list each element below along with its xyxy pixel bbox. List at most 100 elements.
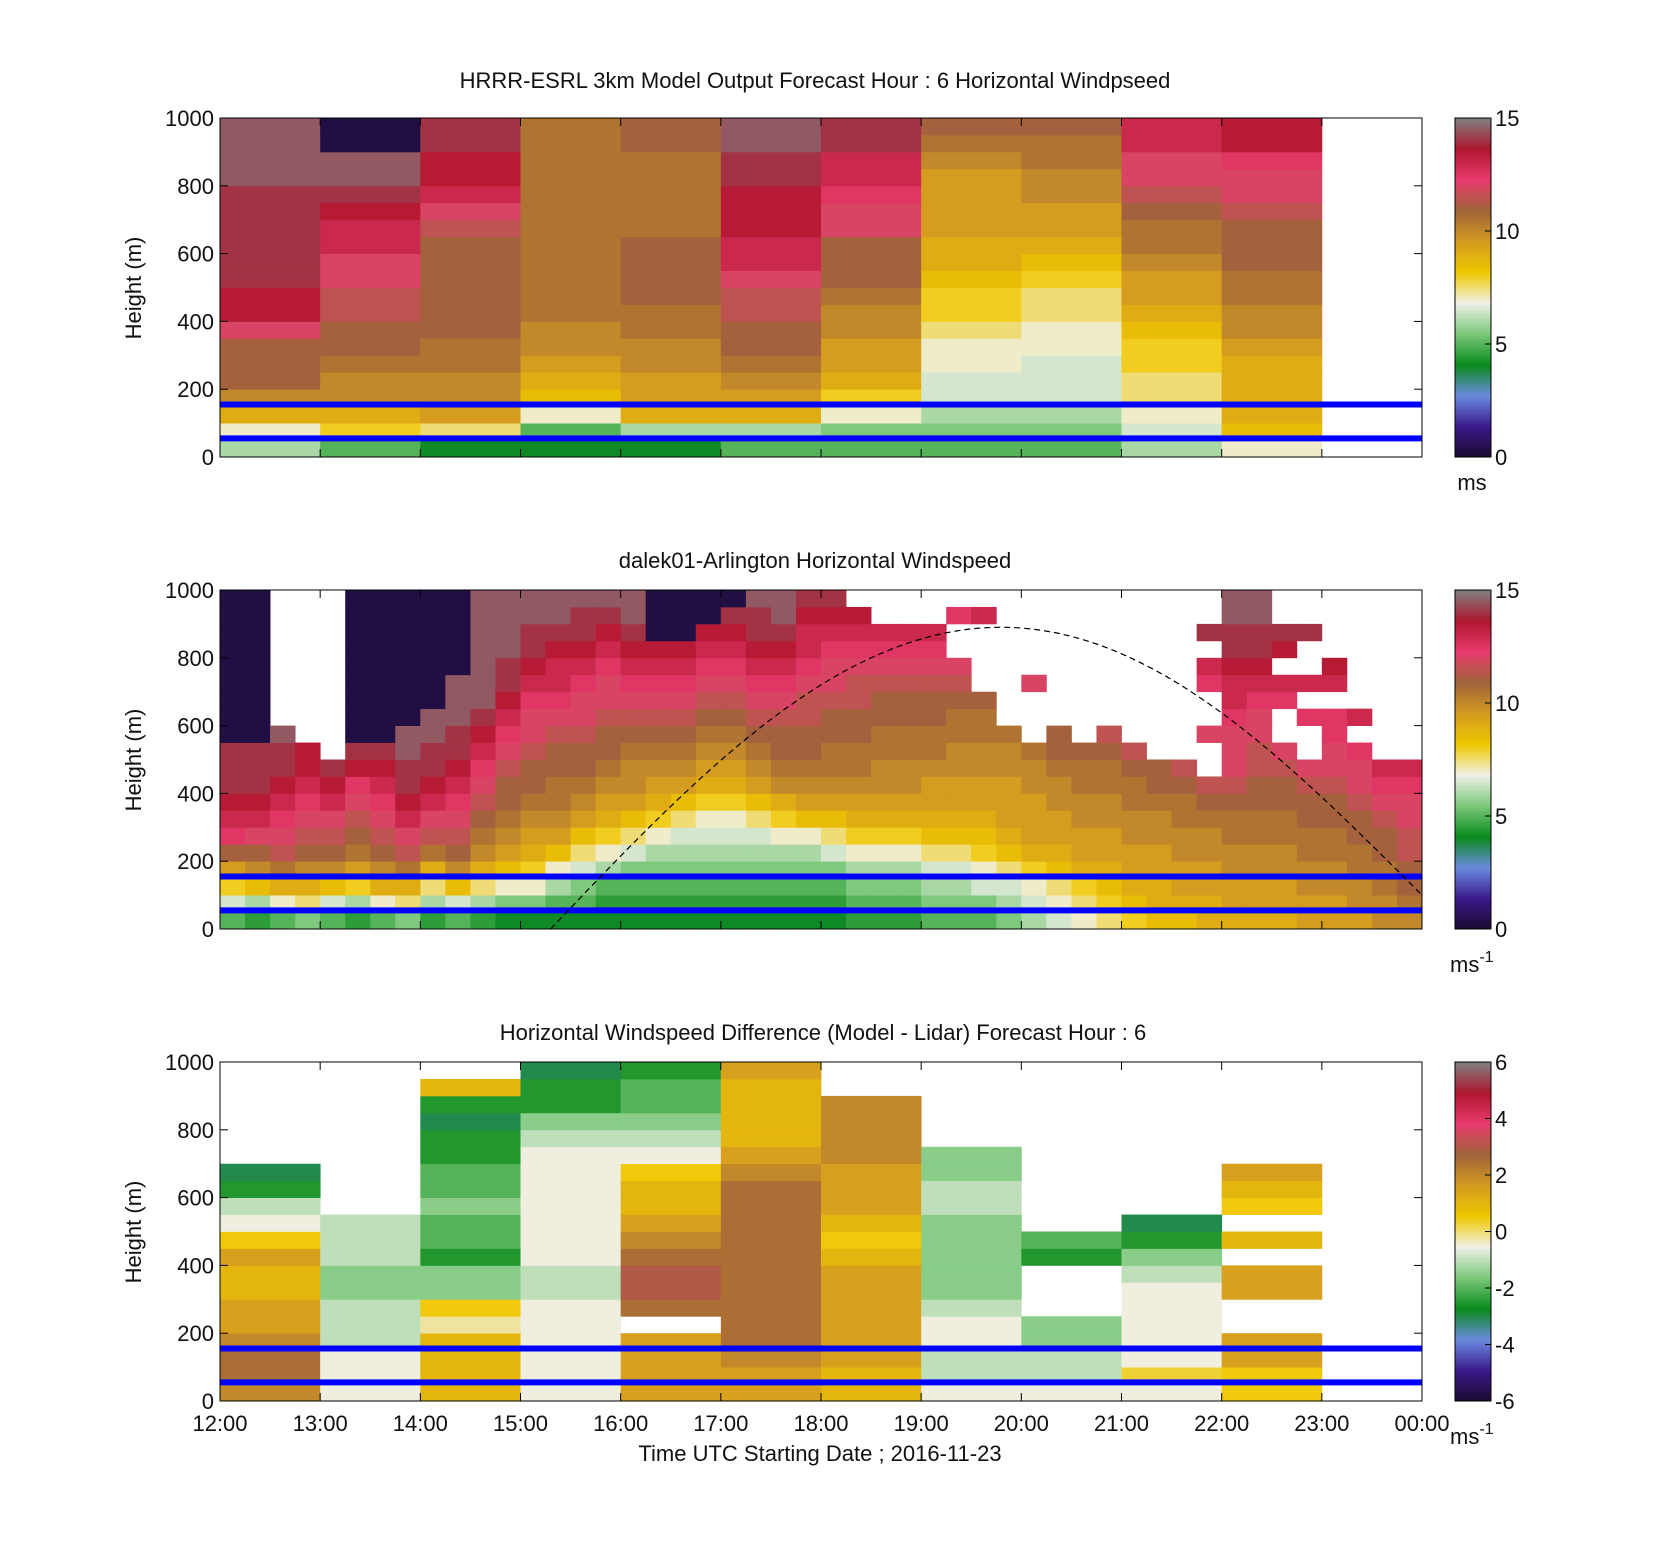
heatmap-cell <box>921 1316 1022 1334</box>
heatmap-cell <box>495 759 521 777</box>
heatmap-cell <box>1121 1384 1223 1402</box>
heatmap-cell <box>520 793 546 811</box>
heatmap-cell <box>270 742 296 760</box>
heatmap-cell <box>1171 776 1198 794</box>
heatmap-cell <box>620 202 722 221</box>
colorbar-segment <box>1455 793 1491 797</box>
heatmap-cell <box>645 878 672 896</box>
colorbar-segment <box>1455 838 1491 842</box>
colorbar-segment <box>1455 437 1491 441</box>
x-tick-label: 15:00 <box>493 1411 548 1436</box>
colorbar-segment <box>1455 824 1491 828</box>
heatmap-cell <box>946 657 972 676</box>
heatmap-cell <box>1021 219 1122 238</box>
colorbar-segment <box>1455 880 1491 885</box>
heatmap-cell <box>821 406 922 424</box>
heatmap-cell <box>996 793 1022 811</box>
colorbar-segment <box>1455 414 1491 418</box>
heatmap-cell <box>520 640 546 659</box>
heatmap-cell <box>921 1231 1022 1249</box>
heatmap-cell <box>1221 674 1248 693</box>
colorbar-segment <box>1455 926 1491 930</box>
heatmap-cell <box>745 725 772 743</box>
heatmap-cell <box>1396 793 1423 811</box>
heatmap-cell <box>620 1350 722 1368</box>
heatmap-cell <box>1221 759 1248 777</box>
heatmap-cell <box>220 878 246 896</box>
heatmap-cell <box>1021 776 1047 794</box>
heatmap-cell <box>1321 793 1348 811</box>
heatmap-cell <box>620 776 647 794</box>
heatmap-cell <box>595 725 622 743</box>
heatmap-cell <box>1246 878 1273 896</box>
heatmap-cell <box>1021 793 1047 811</box>
colorbar-segment <box>1455 1239 1491 1244</box>
colorbar-segment <box>1455 143 1491 147</box>
heatmap-cell <box>420 1231 521 1249</box>
panel-model-colorbar-unit: ms <box>1457 470 1486 495</box>
colorbar-segment <box>1455 1268 1491 1272</box>
heatmap-cell <box>896 844 922 862</box>
heatmap-cell <box>420 708 446 726</box>
heatmap-cell <box>495 691 521 710</box>
heatmap-cell <box>921 253 1022 271</box>
panel-lidar-unit-sup: -1 <box>1479 949 1493 966</box>
heatmap-cell <box>320 338 421 356</box>
heatmap-cell <box>320 372 421 390</box>
heatmap-cell <box>1146 793 1172 811</box>
heatmap-cell <box>670 691 697 710</box>
y-tick-label: 600 <box>177 714 214 739</box>
heatmap-cell <box>821 827 847 845</box>
colorbar-segment <box>1455 717 1491 721</box>
heatmap-cell <box>846 708 872 726</box>
heatmap-cell <box>695 793 722 811</box>
heatmap-cell <box>1296 793 1323 811</box>
colorbar-segment <box>1455 273 1491 277</box>
heatmap-cell <box>921 776 947 794</box>
colorbar-segment <box>1455 1364 1491 1368</box>
heatmap-cell <box>620 1146 722 1165</box>
heatmap-cell <box>1221 606 1248 625</box>
heatmap-cell <box>1221 878 1248 896</box>
panel-model-xticks <box>219 118 1423 457</box>
heatmap-cell <box>220 1282 321 1300</box>
heatmap-cell <box>345 776 371 794</box>
heatmap-cell <box>1021 118 1122 136</box>
heatmap-cell <box>921 440 1022 458</box>
colorbar-segment <box>1455 1112 1491 1117</box>
heatmap-cell <box>420 606 446 625</box>
heatmap-cell <box>871 827 897 845</box>
colorbar-segment <box>1455 360 1491 365</box>
heatmap-cell <box>470 640 496 659</box>
heatmap-cell <box>1321 708 1348 726</box>
colorbar-segment <box>1455 1389 1491 1394</box>
heatmap-cell <box>620 1197 722 1215</box>
heatmap-cell <box>871 776 897 794</box>
heatmap-cell <box>695 606 722 625</box>
colorbar-segment <box>1455 270 1491 274</box>
heatmap-cell <box>670 759 697 777</box>
heatmap-cell <box>220 1350 321 1368</box>
heatmap-cell <box>570 844 597 862</box>
heatmap-cell <box>620 406 722 424</box>
heatmap-cell <box>1221 1265 1323 1283</box>
heatmap-cell <box>921 793 947 811</box>
heatmap-cell <box>1196 623 1223 642</box>
heatmap-cell <box>1021 406 1122 424</box>
heatmap-cell <box>795 590 822 608</box>
heatmap-cell <box>821 355 922 373</box>
heatmap-cell <box>620 151 722 170</box>
heatmap-cell <box>971 844 997 862</box>
colorbar-segment <box>1455 640 1491 645</box>
heatmap-cell <box>370 640 396 659</box>
heatmap-cell <box>445 657 471 676</box>
heatmap-cell <box>1221 691 1248 710</box>
colorbar-segment <box>1455 663 1491 667</box>
colorbar-segment <box>1455 623 1491 628</box>
colorbar-tick-label: 5 <box>1495 332 1507 357</box>
heatmap-cell <box>420 1248 521 1266</box>
heatmap-cell <box>821 440 922 458</box>
heatmap-cell <box>445 725 471 743</box>
heatmap-cell <box>545 691 571 710</box>
heatmap-cell <box>420 151 521 170</box>
